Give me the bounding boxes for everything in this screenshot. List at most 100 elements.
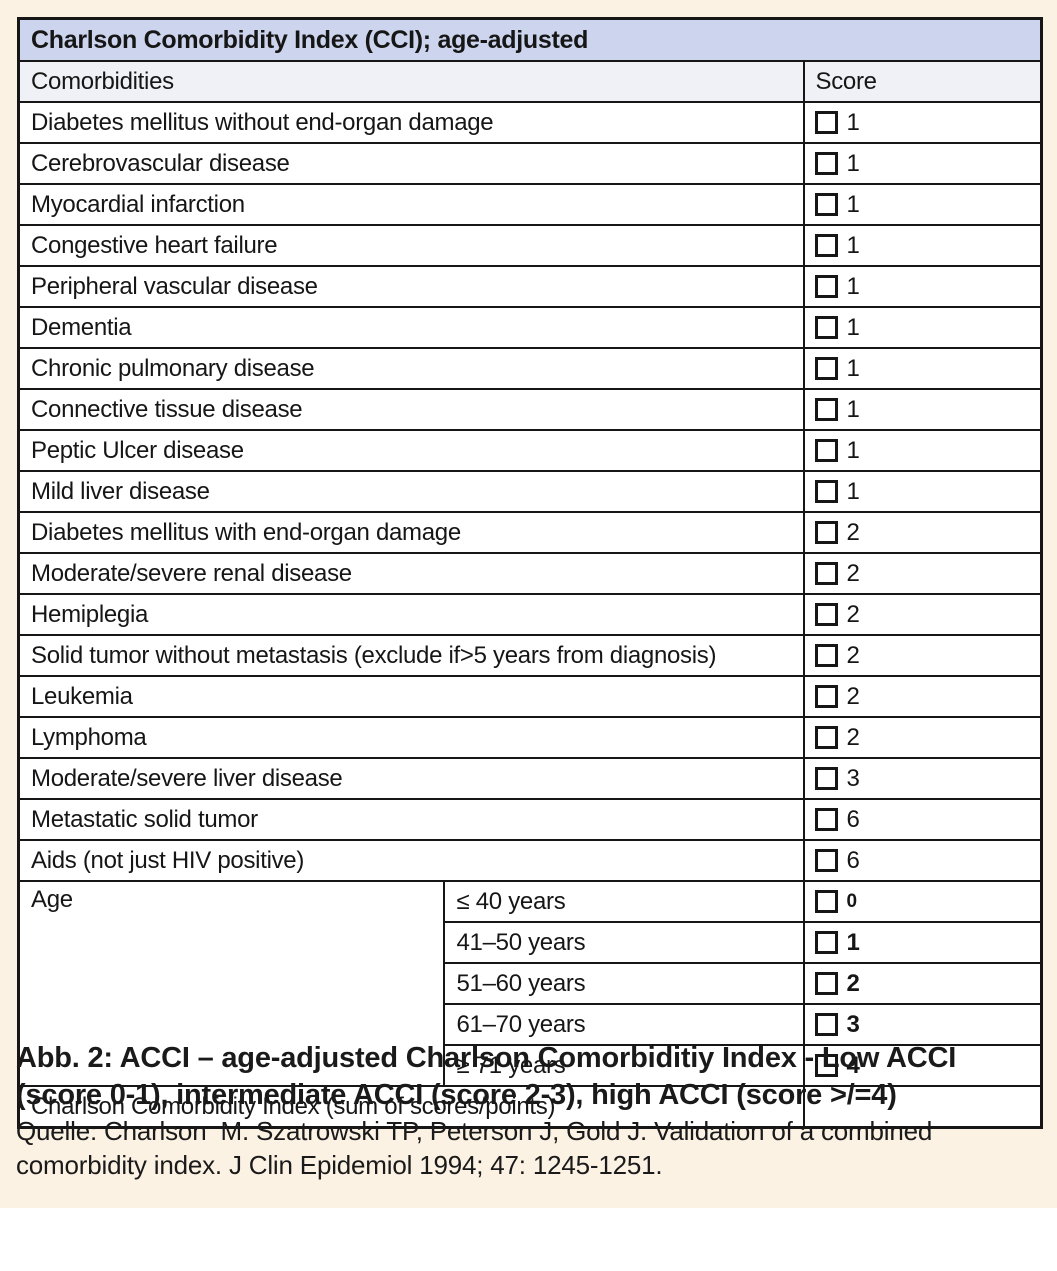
age-row: 61–70 years 3 <box>19 1003 1043 1046</box>
score-checkbox[interactable] <box>814 193 838 216</box>
score-cell: 2 <box>802 552 1043 595</box>
score-cell: 1 <box>802 429 1043 472</box>
score-value: 1 <box>846 272 860 300</box>
score-checkbox[interactable] <box>814 480 838 503</box>
score-cell: 3 <box>802 1003 1043 1046</box>
comorbidity-row: Chronic pulmonary disease 1 <box>17 347 1043 390</box>
score-checkbox[interactable] <box>814 275 838 298</box>
score-value: 2 <box>846 518 860 546</box>
score-cell: 2 <box>802 962 1043 1005</box>
score-value: 2 <box>846 969 860 997</box>
score-cell: 6 <box>802 798 1043 841</box>
score-cell: 2 <box>802 675 1043 718</box>
comorbidity-label: Connective tissue disease <box>17 388 805 431</box>
comorbidity-row: Mild liver disease 1 <box>17 470 1043 513</box>
source-line-1: Quelle: Charlson M. Szatrowski TP, Peter… <box>16 1116 933 1146</box>
score-value: 1 <box>846 108 860 136</box>
score-value: 2 <box>846 723 860 751</box>
score-cell: 1 <box>802 388 1043 431</box>
comorbidity-row: Metastatic solid tumor 6 <box>17 798 1043 841</box>
score-value: 6 <box>846 805 860 833</box>
score-checkbox[interactable] <box>814 1054 838 1077</box>
score-checkbox[interactable] <box>814 808 838 831</box>
comorbidity-row: Dementia 1 <box>17 306 1043 349</box>
table-title: Charlson Comorbidity Index (CCI); age-ad… <box>17 17 1043 62</box>
score-checkbox[interactable] <box>814 152 838 175</box>
score-value: 1 <box>846 149 860 177</box>
score-value: 3 <box>846 1010 860 1038</box>
sum-row: Charlson Comorbidity Index (sum of score… <box>17 1085 1043 1129</box>
table-header-row: Comorbidities Score <box>17 60 1043 103</box>
age-range-cell: 51–60 years <box>442 962 805 1005</box>
score-checkbox[interactable] <box>814 398 838 421</box>
score-cell: 2 <box>802 716 1043 759</box>
age-label-cell: Age <box>17 880 445 1087</box>
score-cell: 2 <box>802 593 1043 636</box>
comorbidity-row: Diabetes mellitus without end-organ dama… <box>17 101 1043 144</box>
cci-table-body: Charlson Comorbidity Index (CCI); age-ad… <box>17 17 1043 1129</box>
sum-label: Charlson Comorbidity Index (sum of score… <box>17 1085 805 1129</box>
comorbidity-row: Moderate/severe renal disease 2 <box>17 552 1043 595</box>
score-value: 0 <box>846 890 858 912</box>
score-checkbox[interactable] <box>814 972 838 995</box>
comorbidity-row: Peripheral vascular disease 1 <box>17 265 1043 308</box>
age-range-cell: ≥ 71 years <box>442 1044 805 1087</box>
comorbidity-label: Peptic Ulcer disease <box>17 429 805 472</box>
score-checkbox[interactable] <box>814 521 838 544</box>
score-value: 1 <box>846 354 860 382</box>
score-checkbox[interactable] <box>814 1013 838 1036</box>
score-checkbox[interactable] <box>814 234 838 257</box>
score-cell: 0 <box>802 880 1043 923</box>
score-checkbox[interactable] <box>814 890 838 913</box>
score-value: 2 <box>846 682 860 710</box>
score-checkbox[interactable] <box>814 931 838 954</box>
score-value: 2 <box>846 600 860 628</box>
comorbidity-row: Lymphoma 2 <box>17 716 1043 759</box>
cci-table: Charlson Comorbidity Index (CCI); age-ad… <box>17 17 1044 1129</box>
score-checkbox[interactable] <box>814 767 838 790</box>
caption-line-1: Abb. 2: ACCI – age-adjusted Charlson Com… <box>16 1042 957 1074</box>
score-cell: 1 <box>802 142 1043 185</box>
score-cell: 1 <box>802 101 1043 144</box>
score-value: 1 <box>846 190 860 218</box>
score-checkbox[interactable] <box>814 316 838 339</box>
comorbidity-label: Hemiplegia <box>17 593 805 636</box>
comorbidities-header: Comorbidities <box>17 60 805 103</box>
score-checkbox[interactable] <box>814 357 838 380</box>
score-cell: 1 <box>802 183 1043 226</box>
age-row: 51–60 years 2 <box>19 962 1043 1005</box>
sum-score-cell <box>802 1085 1043 1129</box>
score-cell: 4 <box>802 1044 1043 1087</box>
comorbidity-label: Leukemia <box>17 675 805 718</box>
comorbidity-label: Lymphoma <box>17 716 805 759</box>
score-checkbox[interactable] <box>814 439 838 462</box>
comorbidity-label: Aids (not just HIV positive) <box>17 839 805 882</box>
score-checkbox[interactable] <box>814 726 838 749</box>
score-cell: 1 <box>802 265 1043 308</box>
age-row: Age ≤ 40 years 0 <box>17 880 1043 1087</box>
score-cell: 2 <box>802 511 1043 554</box>
score-checkbox[interactable] <box>814 644 838 667</box>
score-checkbox[interactable] <box>814 562 838 585</box>
score-value: 2 <box>846 559 860 587</box>
score-checkbox[interactable] <box>814 111 838 134</box>
score-checkbox[interactable] <box>814 849 838 872</box>
age-range-cell: ≤ 40 years <box>442 880 805 923</box>
score-cell: 1 <box>802 921 1043 964</box>
score-cell: 2 <box>802 634 1043 677</box>
score-value: 1 <box>846 436 860 464</box>
caption-line-2: (score 0-1), intermediate ACCI (score 2-… <box>16 1079 897 1111</box>
comorbidity-row: Myocardial infarction 1 <box>17 183 1043 226</box>
comorbidity-label: Solid tumor without metastasis (exclude … <box>17 634 805 677</box>
comorbidity-row: Cerebrovascular disease 1 <box>17 142 1043 185</box>
score-cell: 1 <box>802 470 1043 513</box>
comorbidity-row: Moderate/severe liver disease 3 <box>17 757 1043 800</box>
score-value: 2 <box>846 641 860 669</box>
score-value: 1 <box>846 231 860 259</box>
score-checkbox[interactable] <box>814 603 838 626</box>
comorbidity-label: Metastatic solid tumor <box>17 798 805 841</box>
comorbidity-label: Diabetes mellitus with end-organ damage <box>17 511 805 554</box>
score-checkbox[interactable] <box>814 685 838 708</box>
comorbidity-label: Cerebrovascular disease <box>17 142 805 185</box>
comorbidity-label: Mild liver disease <box>17 470 805 513</box>
